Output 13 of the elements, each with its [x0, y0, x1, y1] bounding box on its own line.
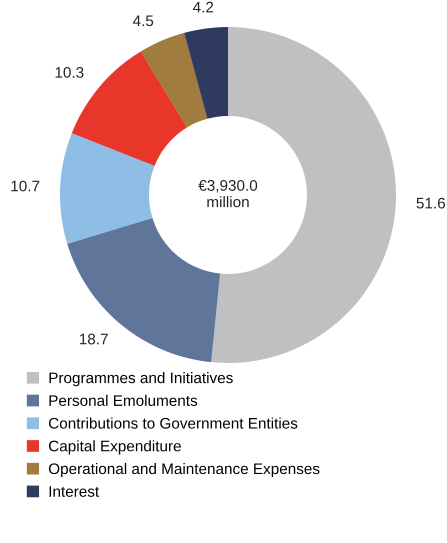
data-label: 10.7: [11, 180, 40, 192]
data-label: 18.7: [80, 334, 108, 344]
data-label: 4.5: [132, 16, 154, 26]
data-label: 10.3: [56, 66, 84, 78]
data-label: 4.2: [192, 2, 214, 12]
legend-label: Interest: [50, 486, 100, 497]
text: €3,930.0 million: [198, 180, 258, 208]
legend-label: Programmes and Initiatives: [49, 372, 233, 386]
legend-label: Operational and Maintenance Expenses: [48, 462, 320, 478]
legend-label: Capital Expenditure: [48, 440, 181, 454]
legend-label: Personal Emoluments: [49, 394, 198, 406]
data-label: 51.6: [416, 198, 445, 209]
legend-label: Contributions to Government Entities: [48, 417, 298, 429]
